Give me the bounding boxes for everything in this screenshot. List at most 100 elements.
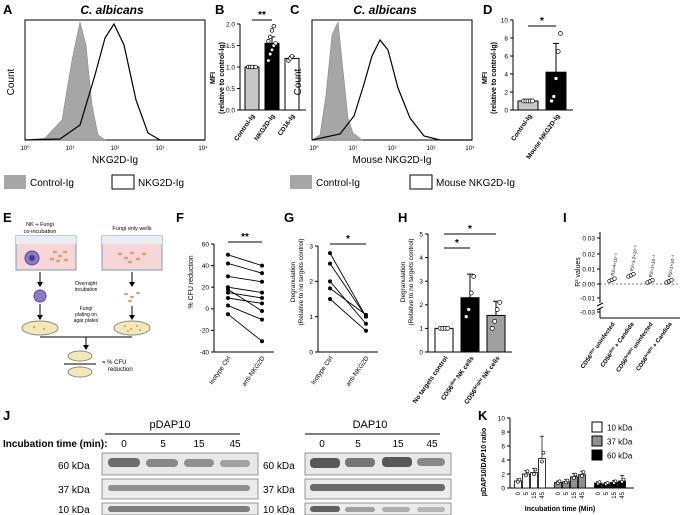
- e-agar-plate-icon: [67, 366, 93, 378]
- data-point: [597, 480, 602, 484]
- data-point: [364, 312, 368, 317]
- data-point: [489, 326, 495, 331]
- x-tick-label: 0: [556, 491, 562, 495]
- legend-label: 37 kDa: [607, 438, 633, 447]
- data-point: [466, 307, 472, 312]
- panel-k: K pDAP10/DAP10 ratio Incubation time (Mi…: [478, 408, 634, 513]
- panel-b-ylabel-line1: MFI: [210, 72, 217, 84]
- e-nk-nucleus-icon: [29, 255, 35, 261]
- data-point: [266, 58, 271, 63]
- y-tick-label: 3: [419, 279, 423, 286]
- x-category-label: CD56dim uninfected: [578, 320, 617, 370]
- data-point: [226, 296, 230, 300]
- e-nk-cell-icon: [33, 289, 47, 303]
- axis-break: [596, 306, 604, 311]
- data-point: [268, 34, 273, 40]
- data-point: [328, 279, 332, 284]
- panel-k-ylabel: pDAP10/DAP10 ratio: [481, 428, 488, 496]
- panel-a-legend-swatch-nkg2d: [111, 174, 135, 190]
- j-band: [310, 458, 340, 468]
- pair-line: [227, 305, 263, 321]
- y-tick-label: 6: [504, 53, 508, 60]
- e-fungi-cluster-icon: [124, 291, 140, 303]
- panel-c-legend-swatch-control: [290, 175, 312, 189]
- x-category-label: anti-NKG2D: [345, 355, 371, 388]
- y-tick-label: 1.5: [226, 43, 235, 50]
- j-band: [310, 506, 340, 512]
- e-agar-plate-icon: [67, 350, 93, 362]
- j-title-pdap10: pDAP10: [150, 419, 191, 431]
- x-tick-label: 45: [620, 491, 626, 498]
- panel-a-control-histogram: [24, 21, 106, 141]
- j-band-label-left: 60 kDa: [58, 461, 90, 472]
- panel-d-ylabel-line2: (relative to control-Ig): [491, 42, 498, 114]
- panel-d-ylabel-line1: MFI: [482, 72, 489, 84]
- data-point: [273, 41, 278, 46]
- panel-label-c: C: [290, 2, 300, 17]
- panel-a-legend-control: Control-Ig: [30, 178, 74, 189]
- data-point: [328, 251, 332, 256]
- data-point: [532, 472, 536, 476]
- y-tick-label: 2: [309, 279, 313, 286]
- j-band: [108, 485, 250, 491]
- r2-annotation: R2=1.2×10⁻³: [629, 245, 639, 272]
- data-point: [549, 98, 554, 104]
- y-tick-label: 5: [419, 231, 423, 238]
- data-point: [471, 274, 477, 279]
- y-tick-label: 0.0: [226, 107, 235, 114]
- x-tick-label: 0: [516, 491, 522, 495]
- data-point: [226, 274, 230, 279]
- data-point: [269, 47, 275, 52]
- data-point: [260, 317, 264, 322]
- panel-a-tick: 10³: [156, 146, 165, 152]
- data-point: [612, 276, 617, 281]
- e-arrow-head-icon: [37, 315, 43, 320]
- pair-line: [329, 281, 367, 325]
- panel-a-tick: 10¹: [66, 146, 75, 152]
- e-fungi-only-well-top: [102, 236, 162, 244]
- e-agar-plate-icon: [21, 320, 59, 336]
- e-arrow-head-icon: [129, 315, 135, 320]
- panel-c-legend-mouse: Mouse NKG2D-Ig: [436, 178, 515, 189]
- data-point: [226, 303, 230, 308]
- j-band-label-right: 10 kDa: [263, 505, 295, 515]
- panel-g-ylabel-line2: (Relative to no targets control): [298, 238, 305, 325]
- panel-label-i: I: [563, 210, 567, 225]
- e-overnight-label-2: incubation: [75, 287, 98, 293]
- significance-stars: *: [346, 234, 350, 245]
- r2-annotation: R2=4×10⁻³: [610, 253, 619, 276]
- panel-a-ylabel: Count: [6, 68, 17, 95]
- j-band: [184, 459, 214, 467]
- panel-i-ylabel: R² values: [575, 257, 582, 287]
- y-tick-label: 2.0: [226, 21, 235, 28]
- data-point: [492, 318, 498, 324]
- j-band: [108, 458, 140, 467]
- x-tick-label: 15: [532, 491, 538, 498]
- data-point: [271, 24, 276, 29]
- data-point: [669, 277, 674, 283]
- panel-a-xlabel: NKG2D-Ig: [92, 155, 138, 166]
- data-point: [260, 279, 264, 284]
- data-point: [631, 271, 636, 277]
- data-point: [494, 307, 500, 312]
- panel-a-tick: 10²: [111, 146, 120, 152]
- y-tick-label: 4: [419, 255, 423, 262]
- panel-f: F % CFU reduction -40 -20 0 20 40 60 Isotype C…: [176, 210, 274, 388]
- data-point: [260, 263, 264, 268]
- data-point: [553, 76, 559, 81]
- data-point: [226, 252, 230, 257]
- panel-e: E NK + Fungi co-incubation Fungi only we…: [3, 210, 163, 378]
- pair-line: [227, 263, 263, 274]
- panel-f-ylabel: % CFU reduction: [188, 255, 195, 308]
- x-tick-label: 5: [604, 491, 610, 495]
- data-point: [525, 469, 530, 474]
- pair-line: [329, 263, 367, 317]
- y-tick-label: 0.03: [582, 235, 595, 242]
- panel-i-chart: 0.03 0.02 0.01 0.00 -0.01 -0.03 R2=4×10⁻³ CD56d…: [578, 232, 680, 374]
- data-point: [226, 261, 230, 266]
- e-box2-label: Fungi only wells: [112, 226, 151, 232]
- legend-label: 60 kDa: [607, 452, 633, 461]
- y-tick-label: 1: [419, 326, 423, 333]
- panel-c-tick: 10²: [388, 146, 397, 152]
- data-point: [468, 290, 474, 296]
